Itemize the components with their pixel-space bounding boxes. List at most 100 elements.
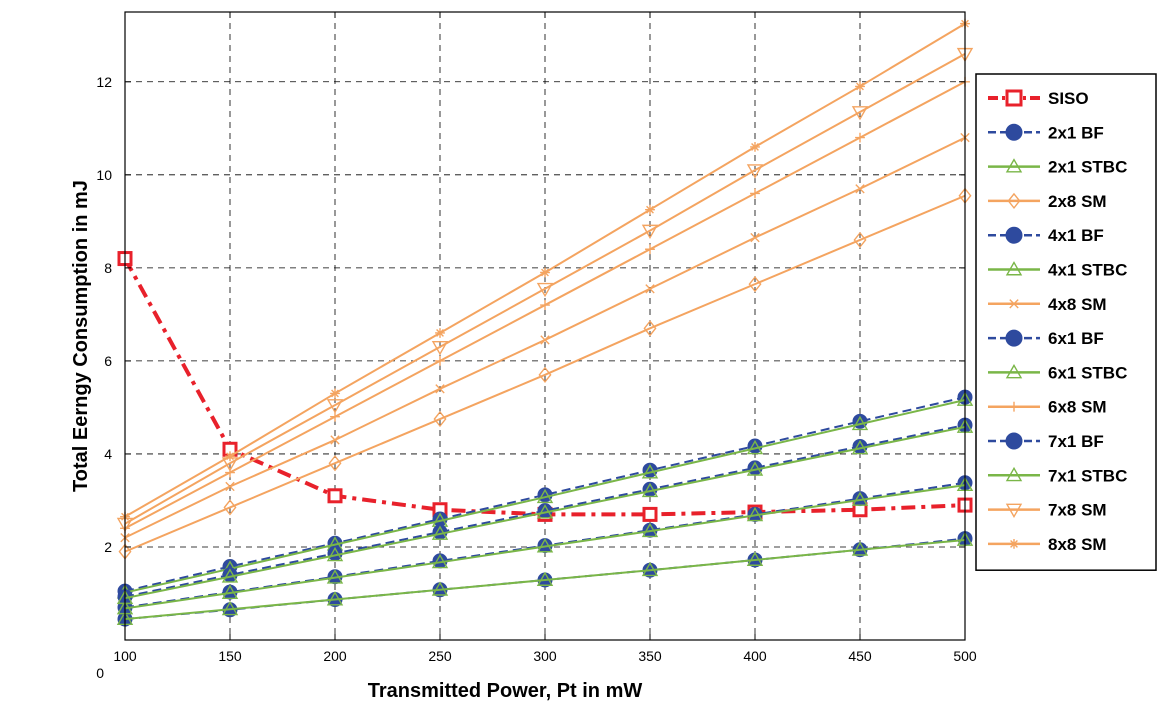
series-line: [124, 52, 966, 525]
y-tick-label: 0: [96, 665, 104, 681]
data-point: [536, 538, 554, 553]
legend-item-2x8-sm: 2x8 SM: [988, 192, 1107, 211]
legend-marker: [1005, 363, 1023, 379]
x-tick-label: 500: [953, 648, 977, 664]
data-point: [641, 561, 659, 577]
legend-marker: [1005, 123, 1023, 141]
y-tick-label: 10: [96, 167, 112, 183]
data-point: [641, 224, 659, 240]
data-point: [327, 488, 343, 504]
legend-marker: [1005, 432, 1023, 450]
legend-label: 7x8 SM: [1048, 501, 1107, 520]
data-point: [330, 388, 340, 399]
data-point: [643, 320, 657, 337]
data-point: [431, 525, 449, 540]
data-point: [536, 571, 554, 586]
legend-item-6x8-sm: 6x8 SM: [988, 398, 1107, 417]
data-point: [851, 439, 869, 455]
data-point: [221, 600, 239, 616]
legend: SISO 2x1 BF 2x1 STBC 2x8 SM 4x1 BF 4x1 STBC 4x…: [975, 73, 1157, 571]
data-point: [750, 142, 760, 152]
series-7x1-stbc: [116, 418, 974, 605]
y-tick-label: 8: [104, 260, 112, 276]
series-line: [124, 425, 966, 600]
legend-box: [975, 73, 1157, 571]
data-point: [221, 568, 239, 583]
legend-marker: [1005, 261, 1023, 276]
x-tick-label: 300: [533, 648, 557, 664]
data-point: [326, 399, 344, 414]
x-tick-label: 100: [113, 648, 137, 664]
data-point: [326, 569, 344, 584]
legend-label: 8x8 SM: [1048, 535, 1107, 554]
data-point: [642, 506, 658, 522]
data-point: [641, 482, 659, 498]
y-tick-label: 6: [104, 353, 112, 369]
legend-marker: [1005, 158, 1023, 173]
data-point: [851, 491, 869, 506]
data-point: [641, 522, 659, 538]
series-2x1-stbc: [116, 531, 974, 626]
legend-marker: [1005, 466, 1023, 482]
data-point: [851, 106, 869, 121]
legend-label: 4x1 BF: [1048, 226, 1104, 245]
data-point: [225, 451, 235, 462]
legend-marker: [1007, 192, 1021, 210]
legend-item-4x1-bf: 4x1 BF: [988, 226, 1104, 245]
legend-label: 7x1 STBC: [1048, 466, 1127, 485]
data-point: [431, 553, 449, 569]
data-point: [536, 488, 554, 504]
data-point: [538, 366, 552, 383]
data-point: [746, 461, 764, 476]
data-point: [326, 546, 344, 562]
data-point: [330, 435, 340, 445]
data-point: [855, 184, 865, 194]
data-point: [750, 188, 760, 199]
y-axis-label: Total Eerngy Consumption in mJ: [70, 180, 92, 492]
data-point: [855, 81, 865, 92]
legend-marker: [1009, 401, 1019, 412]
legend-marker: [1005, 329, 1023, 347]
series-4x8-sm: [120, 132, 970, 543]
data-point: [435, 355, 445, 366]
data-point: [435, 328, 445, 338]
legend-item-8x8-sm: 8x8 SM: [988, 535, 1107, 554]
data-point: [851, 415, 869, 431]
series-line: [124, 398, 966, 594]
x-axis-label: Transmitted Power, Pt in mW: [368, 680, 643, 702]
axis-ticks: 100 150 200 250 300 350 400 450 500 0 2 4 6 8 10 12: [96, 12, 977, 681]
legend-item-2x1-bf: 2x1 BF: [988, 123, 1104, 142]
data-point: [536, 504, 554, 519]
data-point: [431, 581, 449, 596]
data-point: [853, 231, 867, 249]
legend-marker: [1005, 503, 1023, 519]
legend-item-6x1-stbc: 6x1 STBC: [988, 363, 1127, 382]
legend-item-7x1-bf: 7x1 BF: [988, 432, 1104, 451]
data-point: [645, 204, 655, 215]
data-point: [540, 335, 550, 345]
data-point: [746, 439, 764, 455]
legend-marker: [1005, 89, 1023, 107]
legend-label: 6x1 BF: [1048, 329, 1104, 348]
legend-item-6x1-bf: 6x1 BF: [988, 329, 1104, 348]
y-tick-label: 4: [104, 446, 112, 462]
data-point: [223, 499, 237, 516]
series-line: [124, 396, 966, 593]
legend-item-4x1-stbc: 4x1 STBC: [988, 261, 1127, 280]
legend-label: 6x1 STBC: [1048, 363, 1127, 382]
data-point: [540, 267, 550, 278]
x-tick-label: 250: [428, 648, 452, 664]
legend-item-4x8-sm: 4x8 SM: [988, 295, 1107, 314]
data-point: [645, 284, 655, 294]
data-point: [645, 244, 655, 255]
data-point: [435, 384, 445, 394]
data-point: [855, 132, 865, 143]
data-point: [748, 276, 762, 293]
legend-item-siso: SISO: [988, 89, 1089, 108]
legend-label: 2x8 SM: [1048, 192, 1107, 211]
x-tick-label: 450: [848, 648, 872, 664]
legend-item-7x8-sm: 7x8 SM: [988, 501, 1107, 520]
legend-label: 2x1 BF: [1048, 123, 1104, 142]
data-point: [433, 410, 447, 428]
